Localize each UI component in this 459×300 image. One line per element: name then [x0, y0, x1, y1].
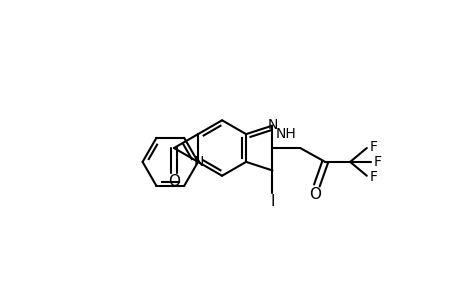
Text: O: O — [168, 174, 179, 189]
Text: N: N — [193, 155, 204, 169]
Text: N: N — [267, 118, 277, 132]
Text: F: F — [369, 140, 377, 154]
Text: I: I — [269, 194, 274, 209]
Text: NH: NH — [275, 127, 296, 141]
Text: F: F — [373, 155, 381, 169]
Text: F: F — [369, 170, 377, 184]
Text: O: O — [308, 187, 320, 202]
